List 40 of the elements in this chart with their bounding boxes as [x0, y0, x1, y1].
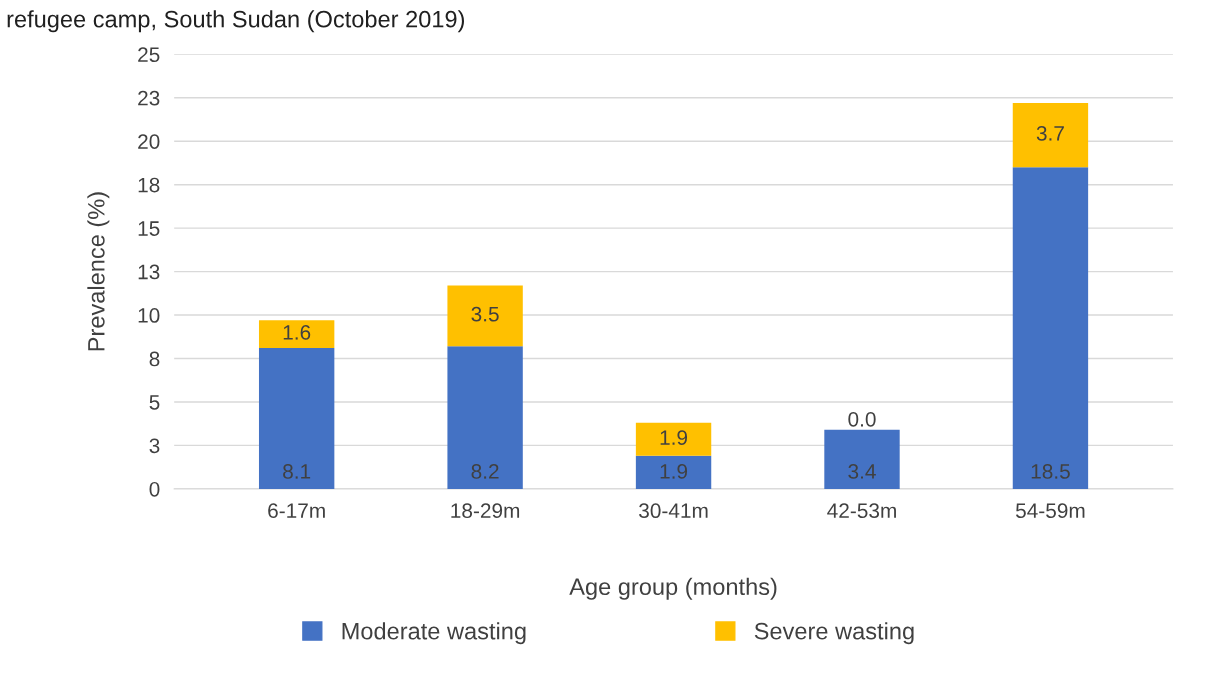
bar [1012, 167, 1089, 489]
bar [1012, 102, 1089, 168]
data-label: 18.5 [1031, 464, 1070, 479]
y-axis-title: Prevalence (%) [87, 192, 110, 351]
y-tick-label: 25 [138, 47, 160, 63]
y-tick-label: 13 [138, 264, 160, 280]
x-tick-label: 42-53m [827, 503, 896, 519]
data-label: 3.5 [471, 306, 499, 322]
bar [447, 346, 523, 489]
bar [258, 348, 335, 489]
data-label: 1.9 [660, 464, 688, 479]
y-tick-label: 18 [138, 177, 160, 193]
y-tick-label: 5 [149, 395, 160, 410]
legend-label: Moderate wasting [342, 622, 526, 645]
bar [635, 422, 712, 456]
chart-title: refugee camp, South Sudan (October 2019) [7, 10, 465, 33]
y-tick-label: 8 [149, 351, 160, 367]
x-tick-label: 54-59m [1015, 503, 1085, 519]
y-tick-label: 3 [149, 438, 160, 454]
bar [635, 455, 712, 489]
y-tick-label: 10 [138, 308, 160, 323]
x-tick-label: 30-41m [639, 503, 708, 519]
data-label: 1.9 [660, 430, 688, 445]
data-label: 8.1 [283, 464, 311, 479]
data-label: 0.0 [848, 411, 876, 427]
x-axis-title: Age group (months) [569, 577, 777, 600]
y-tick-label: 15 [138, 221, 160, 236]
x-tick-label: 18-29m [451, 503, 520, 519]
data-label: 3.4 [848, 464, 876, 479]
bar [258, 320, 335, 349]
y-tick-label: 0 [149, 481, 160, 497]
data-label: 1.6 [283, 325, 311, 340]
y-tick-label: 23 [138, 90, 160, 106]
legend-label: Severe wasting [754, 622, 914, 645]
data-label: 8.2 [471, 464, 499, 479]
data-label: 3.7 [1036, 125, 1064, 141]
bar [824, 429, 900, 489]
x-tick-label: 6-17m [268, 503, 325, 519]
bar [447, 285, 523, 347]
y-tick-label: 20 [138, 134, 160, 149]
